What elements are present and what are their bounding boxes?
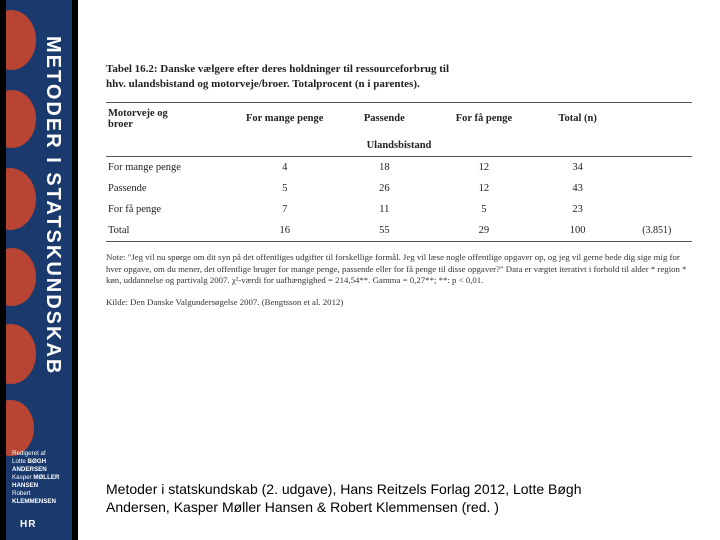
- cell: 12: [434, 156, 534, 178]
- crosstab-table: Motorveje ogbroer For mange penge Passen…: [106, 102, 692, 242]
- content-area: Tabel 16.2: Danske vælgere efter deres h…: [78, 0, 720, 540]
- cell: 26: [335, 178, 435, 199]
- table-row: For mange penge 4 18 12 34: [106, 156, 692, 178]
- col-header: Passende: [335, 102, 435, 135]
- cell: 43: [534, 178, 622, 199]
- table-row-total: Total 16 55 29 100 (3.851): [106, 220, 692, 242]
- editor-3: Robert KLEMMENSEN: [12, 490, 72, 506]
- book-spine: METODER I STATSKUNDSKAB Redigeret af Lot…: [0, 0, 78, 540]
- cell-n: (3.851): [622, 220, 692, 242]
- cell: 18: [335, 156, 435, 178]
- editor-2: Kasper MØLLER HANSEN: [12, 474, 72, 490]
- col-header: For mange penge: [235, 102, 335, 135]
- row-stub-head: Ulandsbistand: [106, 135, 692, 157]
- table-title-line2: hhv. ulandsbistand og motorveje/broer. T…: [106, 78, 420, 90]
- cell: 34: [534, 156, 622, 178]
- editors-label: Redigeret af: [12, 450, 72, 458]
- row-label: For mange penge: [106, 156, 235, 178]
- table-row: Passende 5 26 12 43: [106, 178, 692, 199]
- table-row: For få penge 7 11 5 23: [106, 199, 692, 220]
- slide: METODER I STATSKUNDSKAB Redigeret af Lot…: [0, 0, 720, 540]
- citation-line1: Metoder i statskundskab (2. udgave), Han…: [106, 481, 581, 497]
- cell: 5: [434, 199, 534, 220]
- cell: 7: [235, 199, 335, 220]
- cell: 5: [235, 178, 335, 199]
- table-source: Kilde: Den Danske Valgundersøgelse 2007.…: [106, 297, 692, 309]
- col-stub: Motorveje ogbroer: [106, 102, 235, 135]
- cell: 12: [434, 178, 534, 199]
- cell: 4: [235, 156, 335, 178]
- cell: 100: [534, 220, 622, 242]
- cell: 23: [534, 199, 622, 220]
- table-title-line1: Tabel 16.2: Danske vælgere efter deres h…: [106, 63, 449, 75]
- spine-title: METODER I STATSKUNDSKAB: [41, 36, 64, 375]
- spine-panel: METODER I STATSKUNDSKAB Redigeret af Lot…: [6, 0, 72, 540]
- spine-editors: Redigeret af Lotte BØGH ANDERSEN Kasper …: [12, 450, 72, 506]
- table-figure: Tabel 16.2: Danske vælgere efter deres h…: [106, 62, 692, 309]
- citation-line2: Andersen, Kasper Møller Hansen & Robert …: [106, 499, 499, 515]
- cell: 29: [434, 220, 534, 242]
- table-title: Tabel 16.2: Danske vælgere efter deres h…: [106, 62, 692, 92]
- cell: 11: [335, 199, 435, 220]
- cell: 55: [335, 220, 435, 242]
- cell: 16: [235, 220, 335, 242]
- publisher-logo: HR: [20, 519, 36, 530]
- row-label: Passende: [106, 178, 235, 199]
- table-note: Note: "Jeg vil nu spørge om dit syn på d…: [106, 252, 692, 288]
- col-header: Total (n): [534, 102, 622, 135]
- col-header: For få penge: [434, 102, 534, 135]
- col-n-spacer: [622, 102, 692, 135]
- row-label: For få penge: [106, 199, 235, 220]
- editor-1: Lotte BØGH ANDERSEN: [12, 458, 72, 474]
- row-label: Total: [106, 220, 235, 242]
- slide-citation: Metoder i statskundskab (2. udgave), Han…: [106, 480, 692, 516]
